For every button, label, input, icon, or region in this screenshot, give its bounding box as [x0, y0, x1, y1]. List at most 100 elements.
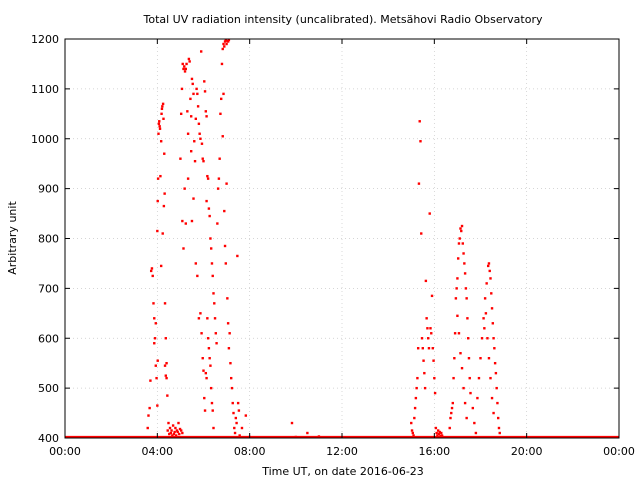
- data-point: [176, 430, 179, 434]
- data-point: [207, 347, 211, 350]
- data-point: [205, 199, 208, 203]
- data-point: [225, 182, 228, 185]
- data-point: [196, 92, 199, 96]
- data-point: [306, 431, 309, 435]
- data-point: [486, 337, 489, 340]
- data-point: [236, 401, 240, 405]
- data-point: [223, 209, 226, 213]
- data-point: [223, 244, 227, 248]
- y-tick-label: 1100: [31, 83, 59, 96]
- data-point: [156, 359, 159, 362]
- data-point: [244, 414, 248, 417]
- data-point: [204, 371, 208, 375]
- data-point: [186, 110, 189, 113]
- data-point: [493, 361, 497, 365]
- data-point: [178, 432, 181, 436]
- data-point: [183, 65, 186, 68]
- data-point: [430, 332, 433, 335]
- data-point: [202, 159, 205, 163]
- data-point: [204, 110, 208, 113]
- data-point: [496, 401, 499, 405]
- data-point: [161, 232, 164, 235]
- data-point: [466, 317, 469, 320]
- x-tick-label: 16:00: [418, 445, 450, 458]
- data-point: [220, 97, 223, 101]
- data-point: [464, 287, 468, 290]
- data-point: [174, 426, 177, 430]
- data-point: [290, 421, 294, 425]
- data-point: [163, 302, 167, 305]
- data-point: [159, 174, 162, 178]
- data-point: [152, 302, 155, 305]
- data-point: [159, 264, 163, 268]
- data-point: [171, 424, 175, 427]
- data-point: [216, 187, 220, 190]
- data-point: [164, 374, 167, 377]
- data-point: [459, 352, 462, 355]
- data-point: [456, 257, 460, 260]
- data-point: [203, 409, 207, 412]
- data-point: [491, 322, 495, 325]
- data-point: [157, 132, 160, 135]
- data-point: [433, 391, 437, 395]
- data-point: [206, 337, 210, 340]
- data-point: [165, 361, 168, 365]
- data-point: [410, 429, 414, 432]
- data-point: [197, 122, 201, 125]
- data-points: [146, 38, 501, 439]
- data-point: [155, 376, 158, 380]
- data-point: [226, 297, 229, 300]
- data-point: [208, 214, 211, 218]
- data-point: [434, 426, 438, 430]
- y-tick-label: 400: [38, 432, 59, 445]
- tick-marks: [64, 38, 620, 439]
- data-point: [236, 254, 239, 258]
- data-point: [179, 157, 182, 160]
- data-point: [460, 229, 463, 233]
- data-point: [240, 426, 244, 430]
- data-point: [203, 90, 207, 93]
- data-point: [218, 157, 221, 160]
- data-point: [454, 297, 458, 300]
- data-point: [479, 357, 482, 360]
- data-point: [163, 192, 166, 195]
- data-point: [221, 47, 224, 51]
- data-point: [455, 287, 458, 290]
- data-point: [426, 327, 429, 330]
- data-point: [430, 294, 434, 298]
- data-point: [414, 396, 418, 400]
- data-point: [150, 267, 154, 270]
- data-point: [174, 434, 178, 437]
- data-point: [456, 314, 459, 318]
- data-point: [190, 77, 194, 81]
- data-point: [465, 416, 468, 420]
- data-point: [419, 140, 422, 143]
- data-point: [207, 207, 211, 210]
- x-tick-label: 04:00: [141, 445, 173, 458]
- data-point: [421, 347, 424, 350]
- data-point: [482, 317, 485, 320]
- data-point: [203, 396, 206, 400]
- data-point: [210, 262, 214, 265]
- y-tick-label: 600: [38, 332, 59, 345]
- data-point: [156, 229, 159, 233]
- data-point: [462, 252, 465, 255]
- data-point: [157, 122, 161, 125]
- data-point: [450, 406, 454, 410]
- data-point: [473, 421, 476, 425]
- data-point: [178, 427, 182, 431]
- data-point: [153, 317, 156, 320]
- data-point: [189, 150, 193, 153]
- data-point: [497, 426, 501, 430]
- data-point: [166, 394, 169, 397]
- data-point: [156, 404, 159, 407]
- data-point: [188, 60, 191, 63]
- data-point: [427, 347, 431, 350]
- data-point: [186, 177, 190, 180]
- data-point: [448, 426, 451, 430]
- data-point: [147, 414, 150, 417]
- data-point: [229, 361, 232, 365]
- data-point: [495, 386, 498, 390]
- data-point: [200, 142, 204, 145]
- data-point: [227, 347, 231, 350]
